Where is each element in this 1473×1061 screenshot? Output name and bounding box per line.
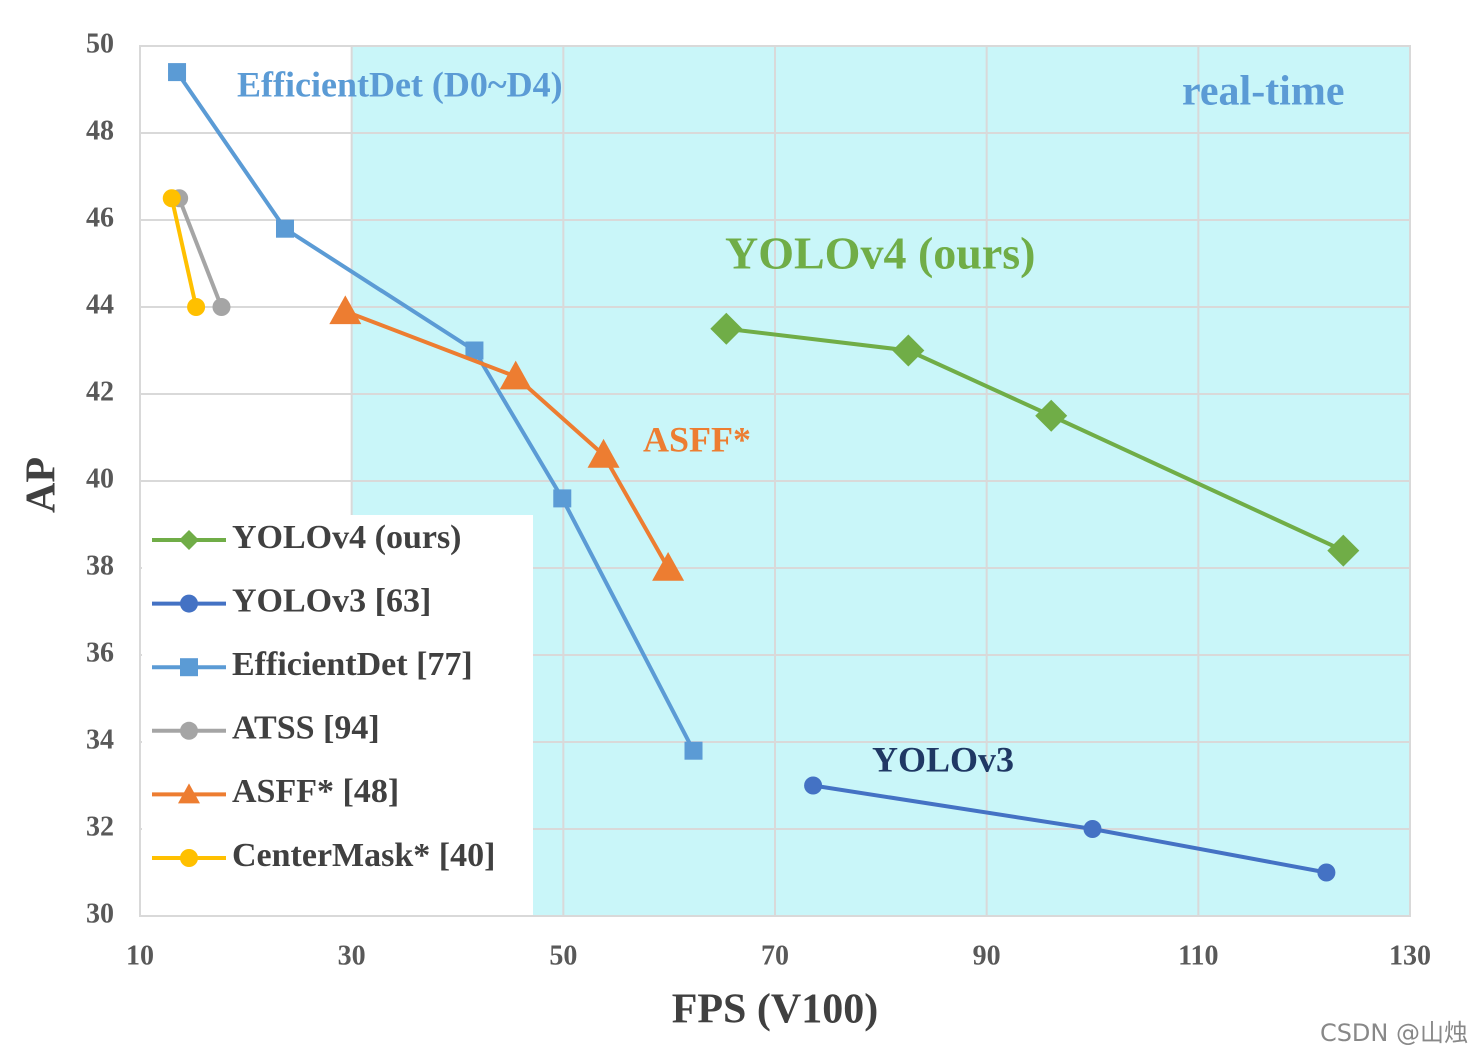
- annotation: YOLOv3: [872, 739, 1014, 779]
- annotation: ASFF*: [643, 419, 751, 459]
- marker: [275, 219, 294, 238]
- y-axis-label: AP: [19, 457, 65, 513]
- x-tick-label: 70: [761, 940, 789, 971]
- x-tick-label: 10: [126, 940, 154, 971]
- marker: [710, 312, 743, 345]
- y-tick-label: 30: [86, 898, 114, 929]
- legend-marker: [179, 530, 199, 550]
- marker: [212, 298, 231, 316]
- y-tick-label: 42: [86, 376, 114, 407]
- marker: [804, 776, 823, 795]
- y-tick-label: 46: [86, 202, 114, 233]
- series-line: [177, 197, 224, 308]
- marker: [168, 63, 187, 82]
- marker: [684, 741, 703, 760]
- legend-marker: [178, 783, 200, 804]
- marker: [329, 295, 362, 325]
- y-tick-label: 36: [86, 637, 114, 668]
- x-tick-label: 130: [1389, 940, 1431, 971]
- y-tick-label: 32: [86, 811, 114, 842]
- marker: [499, 360, 532, 390]
- series-line: [169, 197, 199, 308]
- legend-label: YOLOv3 [63]: [232, 582, 431, 619]
- watermark: CSDN @山烛: [1320, 1019, 1468, 1047]
- legend-label: YOLOv4 (ours): [232, 519, 462, 556]
- marker: [1035, 399, 1068, 432]
- annotation: real-time: [1182, 69, 1344, 115]
- y-tick-label: 50: [86, 28, 114, 59]
- x-tick-label: 50: [549, 940, 577, 971]
- legend-label: CenterMask* [40]: [232, 837, 495, 874]
- marker: [1327, 534, 1360, 567]
- series-line: [344, 309, 670, 569]
- marker: [652, 552, 685, 581]
- marker: [587, 438, 620, 468]
- marker: [1317, 863, 1336, 882]
- y-tick-label: 48: [86, 115, 114, 146]
- legend-label: ASFF* [48]: [232, 773, 399, 810]
- legend-marker: [180, 658, 198, 677]
- legend-box: [142, 515, 533, 915]
- y-tick-label: 44: [86, 289, 114, 320]
- marker: [162, 189, 181, 208]
- x-tick-label: 110: [1178, 940, 1218, 971]
- marker: [1083, 820, 1102, 838]
- y-tick-label: 40: [86, 463, 114, 494]
- marker: [187, 298, 206, 316]
- marker: [553, 489, 572, 508]
- series-line: [726, 326, 1345, 553]
- legend-marker: [180, 721, 198, 740]
- annotation: EfficientDet (D0~D4): [237, 64, 563, 104]
- legend-label: ATSS [94]: [232, 710, 380, 747]
- y-tick-label: 38: [86, 550, 114, 581]
- legend-marker: [180, 849, 198, 867]
- plot-frame: [139, 45, 1411, 917]
- x-tick-label: 90: [973, 940, 1001, 971]
- marker: [465, 341, 484, 360]
- legend-marker: [180, 594, 198, 613]
- y-tick-label: 34: [86, 724, 114, 755]
- legend-label: EfficientDet [77]: [232, 646, 473, 683]
- x-tick-label: 30: [338, 940, 366, 971]
- annotation: YOLOv4 (ours): [725, 228, 1036, 279]
- marker: [892, 334, 925, 367]
- x-axis-label: FPS (V100): [672, 987, 878, 1033]
